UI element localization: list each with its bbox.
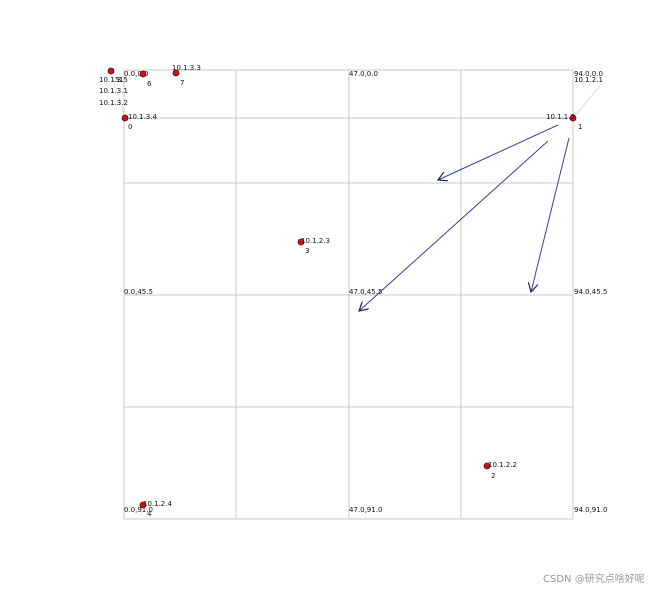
node-ip: 10.1.3.1 [99,87,128,95]
grid-label: 94.0,45.5 [574,288,607,296]
node-id: 5 [115,76,119,84]
node [139,501,147,509]
link [110,71,126,119]
node-ip: 10.1.3.5 [99,76,128,84]
node-id: 7 [180,79,184,87]
node-ip: 10.1.2.3 [301,237,330,245]
grid-label: 0.0,91.0 [124,506,153,514]
node [139,70,147,78]
grid [123,69,574,520]
grid-label: 47.0,0.0 [349,70,378,78]
node-id: 6 [147,80,152,88]
node [172,69,180,77]
arrow [359,140,549,311]
grid-label: 47.0,45.5 [349,288,382,296]
grid-label: 47.0,91.0 [349,506,382,514]
grid-labels: 0.0,0.0 47.0,0.0 94.0,0.0 0.0,45.5 47.0,… [124,70,607,514]
node-ip: 10.1.1.2 [546,113,575,121]
arrow [531,137,570,292]
node [121,114,129,122]
node-id: 4 [147,510,152,518]
node-id: 3 [305,247,309,255]
node [297,238,305,246]
grid-label: 0.0,45.5 [124,288,153,296]
extra-label: 10.1.3.2 [99,99,128,107]
arrows [359,124,570,311]
node [569,114,577,122]
node-ip: 10.1.3.4 [128,113,157,121]
node-id: 2 [491,472,495,480]
grid-label: 94.0,91.0 [574,506,607,514]
arrow [438,124,559,180]
nodes: 10.1.3.4 0 10.1.1.2 1 10.1.2.2 2 10.1.2.… [99,64,582,518]
extra-label: 1 [119,76,123,84]
grid-label: 94.0,0.0 [574,70,603,78]
extra-label: 10.1.2.1 [574,76,603,84]
node-id: 1 [578,123,582,131]
node [483,462,491,470]
node-ip: 10.1.2.4 [143,500,172,508]
watermark: CSDN @研究点啥好呢 [543,572,645,585]
node [107,67,115,75]
grid-label: 0.0,0.0 [124,70,149,78]
node-id: 0 [128,123,132,131]
node-ip: 10.1.2.2 [488,461,517,469]
node-ip: 10.1.3.3 [172,64,201,72]
link [572,85,601,119]
